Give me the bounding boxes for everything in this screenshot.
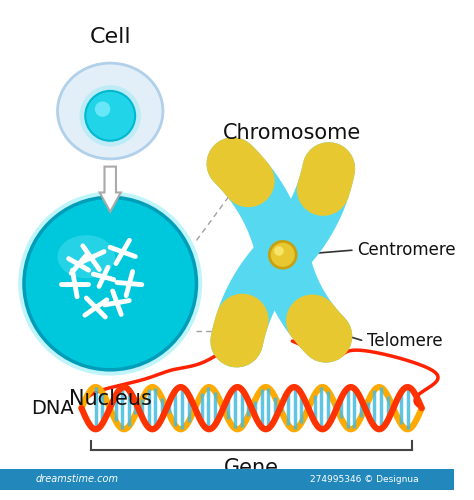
Circle shape [274,246,284,256]
Text: Chromosome: Chromosome [223,122,362,142]
Ellipse shape [57,63,163,159]
Text: Telomere: Telomere [367,332,443,350]
Circle shape [80,85,141,146]
Circle shape [18,192,202,376]
Text: Cell: Cell [90,27,131,47]
FancyArrow shape [100,166,121,212]
Text: 274995346 © Designua: 274995346 © Designua [310,474,419,484]
Bar [0,468,455,489]
Text: dreamstime.com: dreamstime.com [35,474,118,484]
Circle shape [24,198,197,370]
Circle shape [85,91,135,140]
Circle shape [269,242,296,268]
Text: Gene: Gene [224,458,279,478]
Text: Nucleus: Nucleus [69,389,152,409]
Ellipse shape [57,235,115,279]
Text: DNA: DNA [31,398,74,417]
Text: Centromere: Centromere [357,241,456,259]
Circle shape [95,102,110,117]
